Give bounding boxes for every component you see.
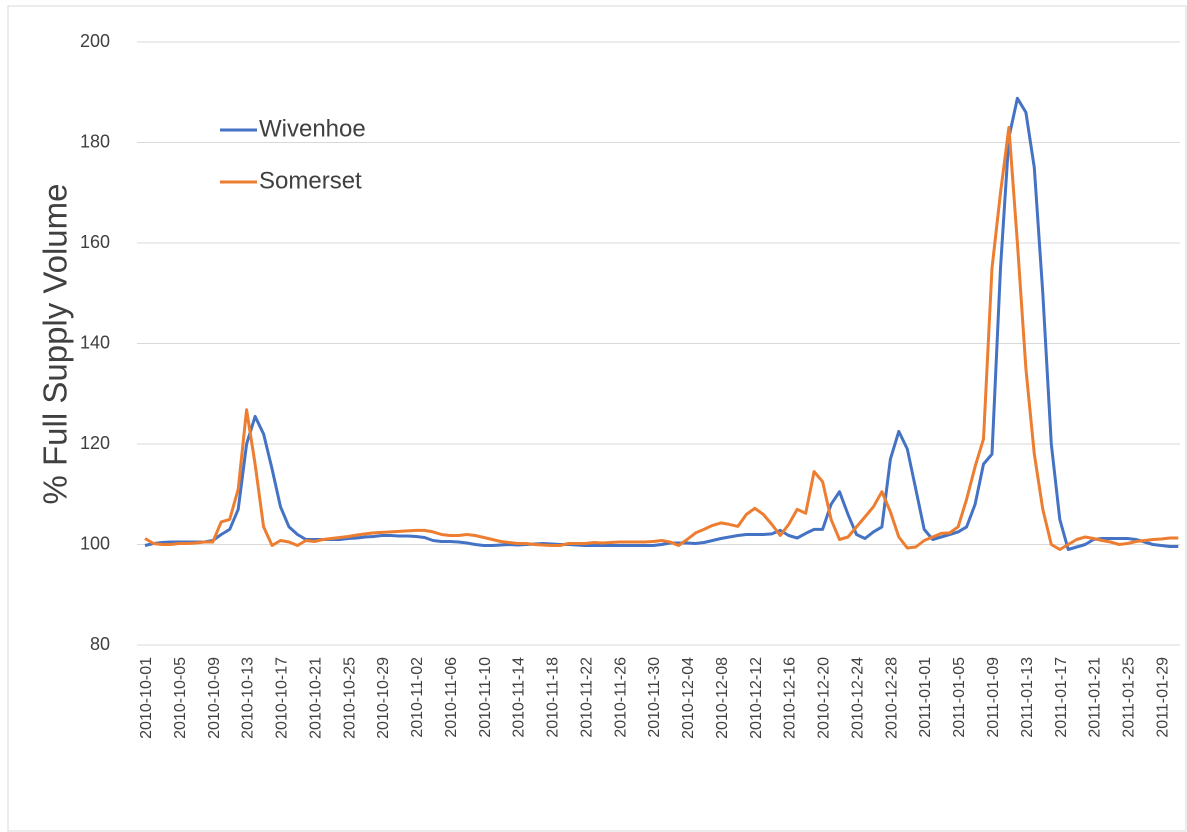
- y-tick-label: 180: [80, 131, 110, 151]
- x-tick-label: 2011-01-01: [917, 657, 934, 738]
- x-tick-label: 2010-11-14: [511, 657, 528, 738]
- chart-frame: [7, 5, 1187, 832]
- x-tick-label: 2010-11-06: [443, 657, 460, 738]
- x-tick-label: 2011-01-17: [1053, 657, 1070, 738]
- x-tick-label: 2010-11-02: [409, 657, 426, 738]
- data-line: [144, 125, 1179, 551]
- legend-label: Somerset: [259, 167, 362, 194]
- y-tick-label: 80: [90, 634, 110, 654]
- y-tick-label: 100: [80, 533, 110, 553]
- x-tick-label: 2010-10-05: [172, 657, 189, 739]
- legend-label: Wivenhoe: [259, 115, 366, 142]
- x-tick-label: 2010-10-13: [240, 657, 257, 739]
- x-tick-label: 2010-10-01: [138, 657, 155, 739]
- x-tick-label: 2011-01-21: [1087, 657, 1104, 738]
- y-axis-title: % Full Supply Volume: [37, 184, 74, 505]
- x-tick-label: 2011-01-25: [1121, 657, 1138, 738]
- x-tick-label: 2010-12-28: [883, 657, 900, 739]
- x-tick-label: 2010-10-29: [375, 657, 392, 739]
- y-tick-label: 120: [80, 433, 110, 453]
- x-tick-label: 2010-10-09: [206, 657, 223, 739]
- x-tick-label: 2011-01-13: [1019, 657, 1036, 738]
- x-tick-label: 2010-10-17: [274, 657, 291, 739]
- x-tick-label: 2010-11-18: [545, 657, 562, 738]
- x-tick-label: 2010-10-25: [341, 657, 358, 739]
- x-tick-label: 2010-11-22: [578, 657, 595, 738]
- x-tick-label: 2011-01-09: [985, 657, 1002, 738]
- x-tick-label: 2011-01-05: [951, 657, 968, 738]
- x-tick-label: 2010-12-16: [782, 657, 799, 739]
- x-tick-label: 2010-12-12: [748, 657, 765, 739]
- x-tick-label: 2010-12-04: [680, 657, 697, 739]
- x-tick-label: 2010-11-30: [646, 657, 663, 738]
- y-tick-label: 160: [80, 232, 110, 252]
- x-tick-label: 2010-12-20: [816, 657, 833, 739]
- x-tick-label: 2010-11-10: [477, 657, 494, 738]
- y-tick-label: 200: [80, 31, 110, 51]
- x-tick-label: 2011-01-29: [1154, 657, 1171, 738]
- x-tick-label: 2010-12-24: [849, 657, 866, 739]
- x-tick-label: 2010-10-21: [307, 657, 324, 739]
- x-tick-label: 2010-12-08: [714, 657, 731, 739]
- x-tick-label: 2010-11-26: [612, 657, 629, 738]
- y-tick-label: 140: [80, 332, 110, 352]
